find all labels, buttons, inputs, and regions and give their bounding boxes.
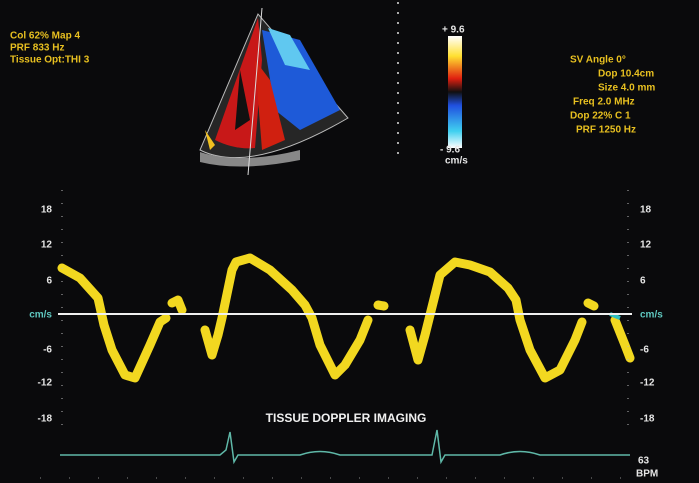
info-line: SV Angle 0° [570,55,626,66]
scale-label: -18 [38,414,53,425]
info-line: Freq 2.0 MHz [573,97,635,108]
scale-label: cm/s [29,310,52,321]
heart-rate: 63 [638,456,650,467]
scale-label: 12 [41,240,53,251]
scale-label: 6 [46,276,52,287]
info-line: PRF 1250 Hz [576,125,636,136]
ultrasound-screen: Col 62% Map 4PRF 833 HzTissue Opt:THI 3 … [0,0,699,483]
scale-label: 6 [640,276,646,287]
info-line: Tissue Opt:THI 3 [10,55,90,66]
info-line: Col 62% Map 4 [10,31,80,42]
color-scale-min: - 9.6 [440,145,460,156]
scale-label: -6 [640,345,649,356]
info-line: Dop 10.4cm [598,69,654,80]
color-bar [448,36,462,148]
scale-label: -18 [640,414,655,425]
scale-label: -6 [43,345,52,356]
scale-label: 18 [41,205,53,216]
info-line: Dop 22% C 1 [570,111,631,122]
color-scale-unit: cm/s [445,156,468,167]
color-scale-max: + 9.6 [442,25,465,36]
scale-label: -12 [38,378,53,389]
info-line: PRF 833 Hz [10,43,64,54]
scale-label: cm/s [640,310,663,321]
scale-label: 18 [640,205,652,216]
heart-rate-unit: BPM [636,469,658,480]
info-line: Size 4.0 mm [598,83,655,94]
caption: TISSUE DOPPLER IMAGING [266,411,427,425]
scale-label: 12 [640,240,652,251]
scale-label: -12 [640,378,655,389]
